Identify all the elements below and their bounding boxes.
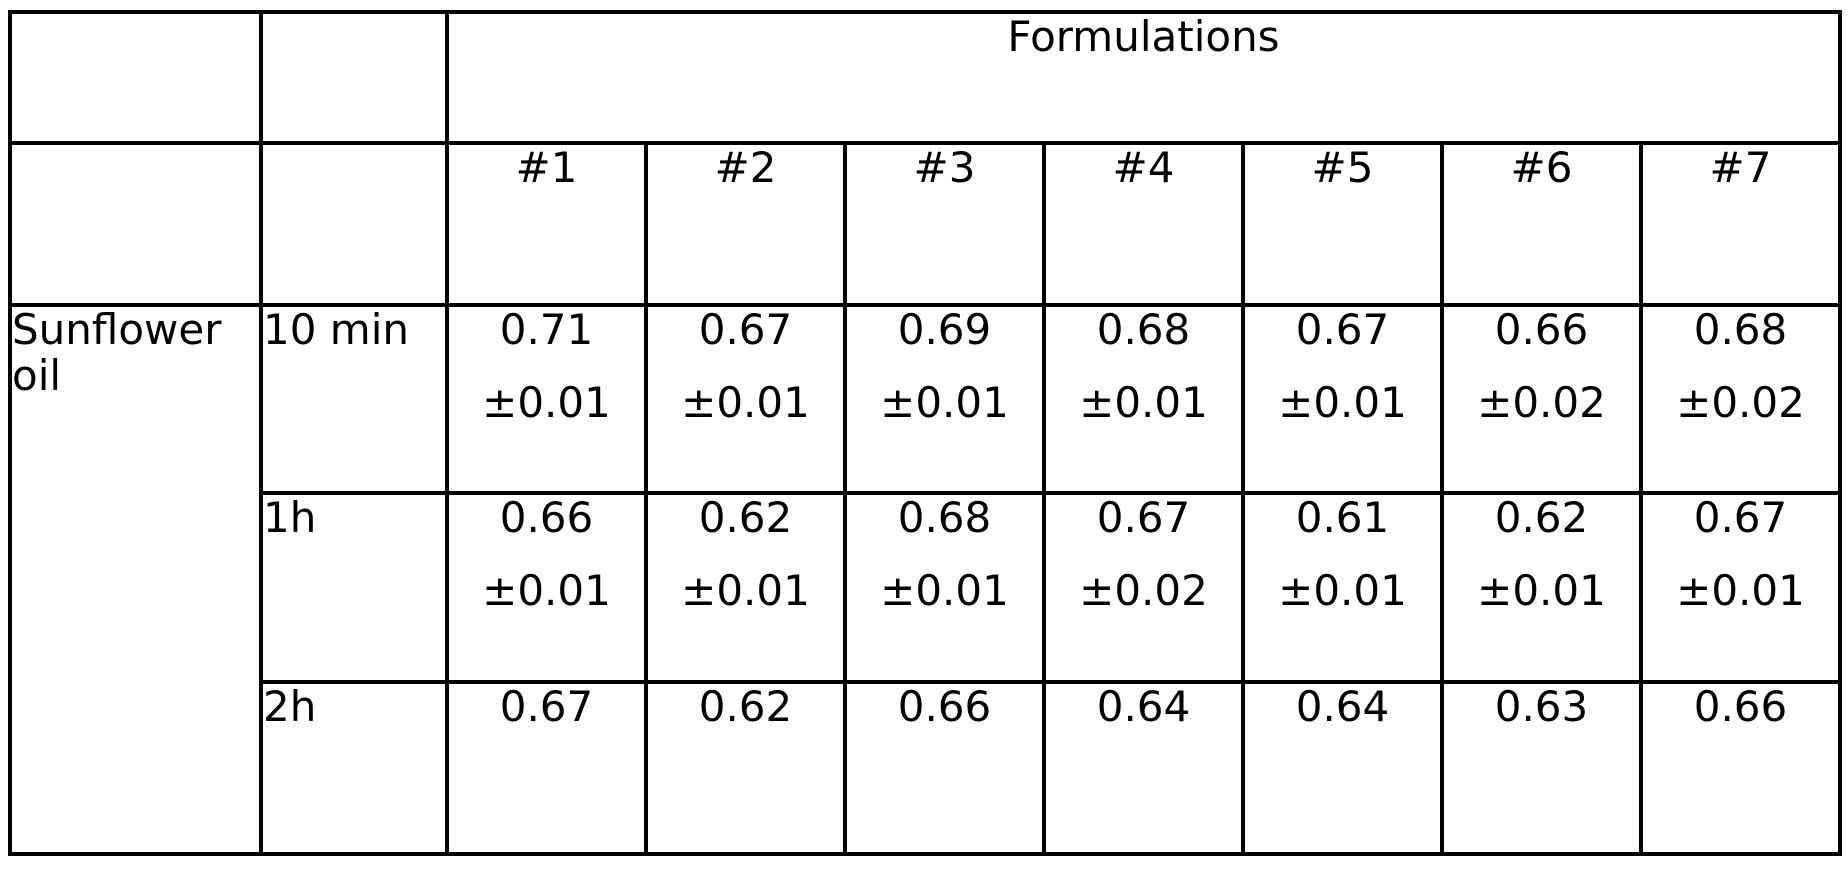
column-header-2: #2 xyxy=(644,141,847,307)
measurement-deviation: ±0.01 xyxy=(681,566,810,615)
empty-cell xyxy=(8,10,263,145)
data-row-2h: 2h 0.67 0.62 0.66 0.64 0.64 0.63 0.66 xyxy=(10,680,1842,856)
data-row-10min: Sunflower oil 10 min 0.71 ±0.01 0.67 ±0.… xyxy=(8,303,1842,856)
measurement-deviation: ±0.01 xyxy=(1079,378,1208,427)
formulations-header: Formulations xyxy=(445,10,1842,145)
data-cell: 0.66 xyxy=(843,680,1046,856)
data-cell: 0.71 ±0.01 xyxy=(445,303,648,495)
data-cell: 0.68 ±0.02 xyxy=(1639,303,1842,495)
measurement-value: 0.68 xyxy=(1096,305,1191,354)
data-cell: 0.67 ±0.01 xyxy=(1241,303,1444,495)
column-header-1: #1 xyxy=(445,141,648,307)
measurement-value: 0.67 xyxy=(1693,493,1788,542)
data-cell: 0.63 xyxy=(1440,680,1643,856)
measurement-deviation: ±0.01 xyxy=(1278,566,1407,615)
data-cell: 0.61 ±0.01 xyxy=(1241,491,1444,684)
measurement-deviation: ±0.02 xyxy=(1676,378,1805,427)
measurement-deviation: ±0.01 xyxy=(482,378,611,427)
data-cell: 0.64 xyxy=(1042,680,1245,856)
measurement-value: 0.66 xyxy=(499,493,594,542)
measurement-value: 0.61 xyxy=(1295,493,1390,542)
data-cell: 0.62 xyxy=(644,680,847,856)
measurement-deviation: ±0.01 xyxy=(1477,566,1606,615)
measurement-value: 0.62 xyxy=(698,493,793,542)
measurement-value: 0.66 xyxy=(1494,305,1589,354)
measurement-deviation: ±0.01 xyxy=(1676,566,1805,615)
measurement-value: 0.71 xyxy=(499,305,594,354)
column-header-4: #4 xyxy=(1042,141,1245,307)
data-row-1h: 1h 0.66 ±0.01 0.62 ±0.01 0.68 ±0.01 0.67… xyxy=(10,491,1842,684)
data-cell: 0.66 xyxy=(1639,680,1842,856)
measurement-deviation: ±0.01 xyxy=(482,566,611,615)
group-header-row: Formulations xyxy=(8,10,1842,145)
measurement-value: 0.67 xyxy=(1295,305,1390,354)
data-cell: 0.69 ±0.01 xyxy=(843,303,1046,495)
measurement-value: 0.66 xyxy=(1693,682,1788,731)
measurement-value: 0.63 xyxy=(1494,682,1589,731)
data-cell: 0.67 xyxy=(445,680,648,856)
column-header-6: #6 xyxy=(1440,141,1643,307)
measurement-deviation: ±0.01 xyxy=(681,378,810,427)
measurement-deviation: ±0.02 xyxy=(1477,378,1606,427)
measurement-value: 0.69 xyxy=(897,305,992,354)
measurement-value: 0.68 xyxy=(897,493,992,542)
column-header-5: #5 xyxy=(1241,141,1444,307)
measurement-deviation: ±0.02 xyxy=(1079,566,1208,615)
data-cell: 0.68 ±0.01 xyxy=(843,491,1046,684)
data-cell: 0.66 ±0.02 xyxy=(1440,303,1643,495)
measurement-value: 0.68 xyxy=(1693,305,1788,354)
data-cell: 0.62 ±0.01 xyxy=(1440,491,1643,684)
measurement-deviation: ±0.01 xyxy=(880,566,1009,615)
measurement-value: 0.62 xyxy=(1494,493,1589,542)
measurement-value: 0.66 xyxy=(897,682,992,731)
measurement-value: 0.64 xyxy=(1295,682,1390,731)
data-cell: 0.62 ±0.01 xyxy=(644,491,847,684)
formulations-table: Formulations #1 #2 #3 #4 #5 #6 #7 Sunflo… xyxy=(8,10,1842,856)
data-cell: 0.67 ±0.01 xyxy=(1639,491,1842,684)
empty-cell xyxy=(259,10,449,145)
measurement-deviation: ±0.01 xyxy=(1278,378,1407,427)
measurement-value: 0.67 xyxy=(698,305,793,354)
time-label-10min: 10 min xyxy=(259,303,449,495)
row-group-label: Sunflower oil xyxy=(8,303,263,856)
empty-cell xyxy=(8,141,263,307)
column-header-3: #3 xyxy=(843,141,1046,307)
data-cell: 0.67 ±0.02 xyxy=(1042,491,1245,684)
measurement-deviation: ±0.01 xyxy=(880,378,1009,427)
data-cell: 0.68 ±0.01 xyxy=(1042,303,1245,495)
column-header-7: #7 xyxy=(1639,141,1842,307)
measurement-value: 0.64 xyxy=(1096,682,1191,731)
data-cell: 0.66 ±0.01 xyxy=(445,491,648,684)
measurement-value: 0.67 xyxy=(499,682,594,731)
time-label-1h: 1h xyxy=(259,491,449,684)
time-label-2h: 2h xyxy=(259,680,449,856)
data-cell: 0.64 xyxy=(1241,680,1444,856)
empty-cell xyxy=(259,141,449,307)
measurement-value: 0.62 xyxy=(698,682,793,731)
data-cell: 0.67 ±0.01 xyxy=(644,303,847,495)
column-header-row: #1 #2 #3 #4 #5 #6 #7 xyxy=(8,141,1842,307)
measurement-value: 0.67 xyxy=(1096,493,1191,542)
